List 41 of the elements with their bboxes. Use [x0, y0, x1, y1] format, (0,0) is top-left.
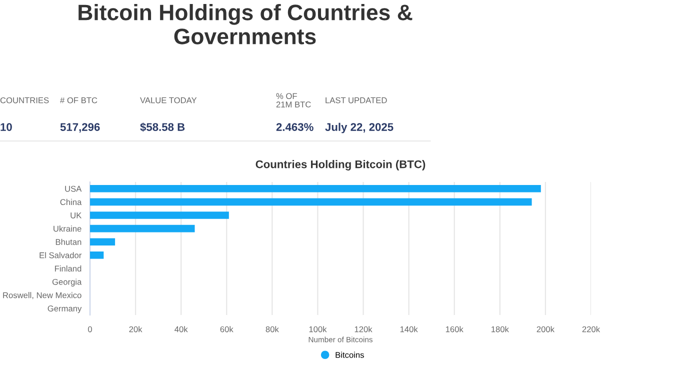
text: $58.58 B [140, 122, 185, 132]
legend-label: Bitcoins [336, 352, 364, 358]
bar [90, 251, 104, 259]
bar [90, 224, 195, 232]
x-tick-label: 60k [220, 326, 234, 332]
x-tick-label: 100k [309, 326, 327, 332]
y-tick-label: El Salvador [40, 252, 82, 258]
bar [90, 212, 229, 219]
x-tick-label: 200k [536, 326, 554, 332]
text: 517,296 [60, 123, 100, 133]
y-tick-label: USA [65, 186, 82, 192]
y-tick-label: Finland [55, 265, 82, 272]
y-tick-label: Ukraine [54, 226, 82, 232]
y-tick-label: China [60, 198, 82, 206]
x-tick-label: 140k [400, 326, 418, 332]
chart-title: Countries Holding Bitcoin (BTC) [256, 160, 426, 170]
text: VALUE TODAY [140, 97, 197, 104]
x-tick-label: 80k [266, 326, 279, 332]
x-tick-label: 180k [492, 326, 509, 332]
y-tick-label: Georgia [52, 278, 82, 286]
text: LAST UPDATED [326, 97, 387, 104]
text: # OF BTC [60, 97, 98, 104]
text: July 22, 2025 [325, 122, 394, 134]
bar [90, 198, 532, 206]
y-tick-label: Bhutan [56, 238, 82, 245]
text: % OF 21M BTC [276, 93, 311, 108]
x-tick-label: 160k [446, 326, 464, 332]
bar [90, 184, 541, 192]
x-tick-label: 0 [88, 326, 92, 332]
y-tick-label: Roswell, New Mexico [3, 292, 82, 300]
y-tick-label: Germany [48, 306, 82, 314]
x-tick-label: 20k [129, 326, 142, 332]
x-tick-label: 120k [354, 326, 372, 332]
text: 10 [0, 123, 12, 131]
bar [90, 238, 116, 246]
x-tick-label: 220k [582, 326, 600, 332]
text: COUNTRIES [0, 97, 49, 104]
text: Bitcoin Holdings of Countries & Governments [78, 4, 412, 44]
y-tick-label: UK [70, 212, 82, 218]
text: 2.463% [276, 123, 314, 131]
x-tick-label: 40k [174, 326, 188, 332]
